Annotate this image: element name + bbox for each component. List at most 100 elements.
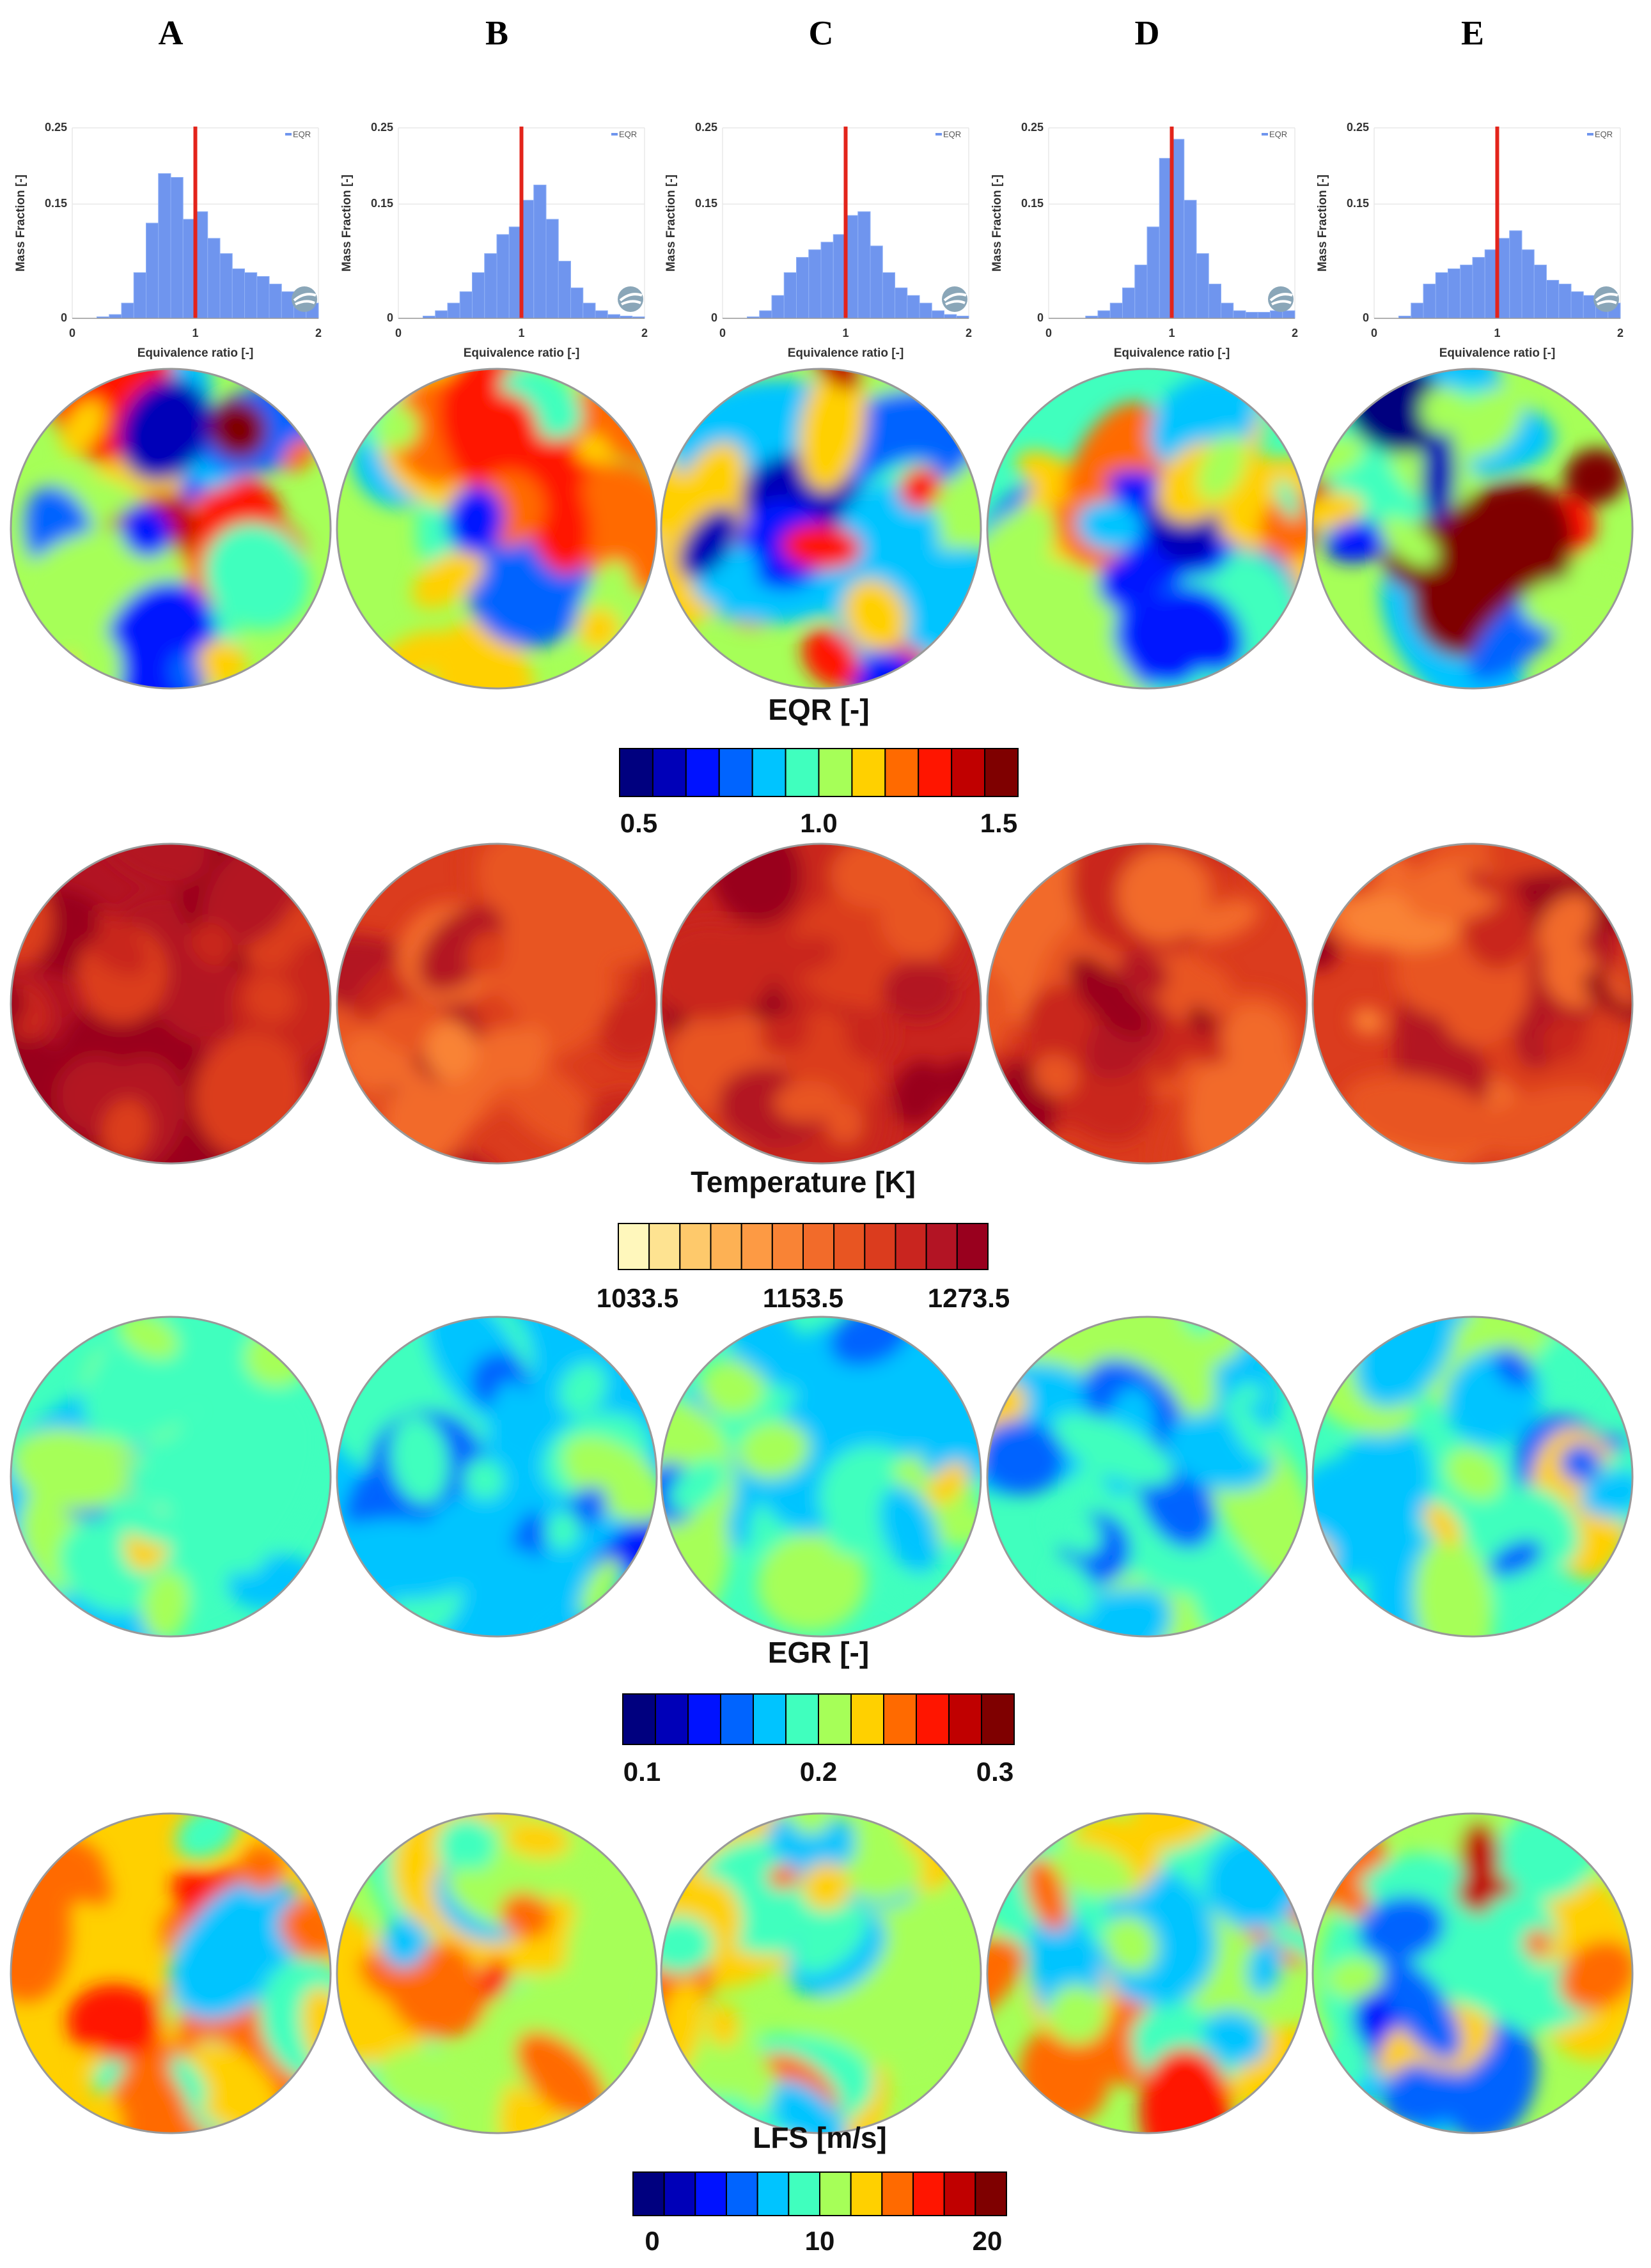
colorbar-swatch <box>726 2171 758 2216</box>
colorbar-tick-label: 0.5 <box>620 808 657 838</box>
colorbar-title: EQR [-] <box>768 693 869 726</box>
bar <box>1221 302 1234 319</box>
map-region <box>669 1458 726 1512</box>
legend-swatch <box>1587 133 1593 136</box>
map-region <box>54 892 100 943</box>
map-region <box>1324 520 1391 563</box>
bar <box>1097 310 1111 319</box>
y-axis-label: Mass Fraction [-] <box>14 175 27 272</box>
bar <box>808 249 822 319</box>
colorbar-swatch <box>925 1223 958 1270</box>
logo <box>618 286 643 312</box>
map-region <box>1354 1317 1456 1408</box>
colorbar-swatch <box>740 1223 773 1270</box>
map-region <box>794 1904 868 1974</box>
x-tick-label: 2 <box>1617 327 1624 339</box>
map-outline <box>336 368 658 690</box>
bar <box>219 253 233 319</box>
colorbar-swatch <box>851 748 886 797</box>
map-region <box>1440 945 1530 1046</box>
legend-label: EQR <box>619 129 637 139</box>
map-region <box>205 523 310 630</box>
logo-mark <box>1269 293 1293 306</box>
colorbar-swatch <box>948 1693 982 1745</box>
map-region <box>1420 386 1469 434</box>
bar <box>1570 291 1584 319</box>
x-tick-label: 0 <box>395 327 402 339</box>
bar <box>1257 311 1271 319</box>
y-tick-label: 0.15 <box>1021 197 1044 210</box>
map-region <box>1358 1896 1444 1961</box>
map-region <box>661 921 773 1020</box>
map-region <box>1464 869 1519 899</box>
map-region <box>437 1816 497 1874</box>
x-axis-label: Equivalence ratio [-] <box>788 346 904 360</box>
map-region <box>480 1957 510 2000</box>
map-field <box>661 1814 972 2133</box>
contour-map <box>987 1814 1307 2133</box>
map-region <box>419 1943 468 1992</box>
map-region <box>1052 1413 1175 1486</box>
bar <box>820 242 834 319</box>
bar <box>207 238 221 319</box>
map-field <box>661 369 981 688</box>
x-tick-label: 1 <box>192 327 198 339</box>
x-tick-label: 2 <box>1292 327 1298 339</box>
map-field <box>987 373 1307 688</box>
colorbar-tick-label: 0 <box>645 2226 659 2256</box>
colorbar-tick-label: 1153.5 <box>763 1283 843 1313</box>
bar <box>931 310 944 319</box>
colorbar-swatch <box>918 748 953 797</box>
map-region <box>61 400 105 455</box>
map-region <box>82 844 210 887</box>
y-tick-label: 0 <box>387 311 393 324</box>
map-region <box>768 2079 848 2133</box>
bar <box>1208 283 1221 319</box>
map-region <box>899 467 941 509</box>
column-label: A <box>159 13 184 52</box>
histogram: 0 0.15 0.25 0 1 2 EQR Equivalence ratio [-] Mass… <box>990 121 1298 360</box>
map-region <box>390 1415 450 1504</box>
y-tick-label: 0.25 <box>45 121 67 134</box>
colorbar-tick-label: 10 <box>805 2226 835 2256</box>
colorbar-swatch <box>951 748 986 797</box>
map-region <box>1275 478 1300 520</box>
bar <box>1460 265 1473 319</box>
colorbar-swatch <box>618 1223 650 1270</box>
map-region <box>1196 433 1247 502</box>
map-region <box>1118 951 1168 995</box>
map-field <box>661 844 981 1163</box>
bar <box>146 222 159 319</box>
map-region <box>1423 1502 1463 1546</box>
map-region <box>801 1862 850 1911</box>
map-outline <box>336 1812 658 2134</box>
map-outline <box>986 1812 1308 2134</box>
bar <box>472 272 485 319</box>
y-tick-label: 0.15 <box>371 197 393 210</box>
map-region <box>119 378 211 481</box>
colorbar-swatch <box>956 1223 989 1270</box>
map-region <box>1232 1408 1274 1462</box>
bar <box>231 268 245 319</box>
map-region <box>1161 586 1244 672</box>
map-field <box>987 1317 1307 1636</box>
map-region <box>67 1984 163 2060</box>
bar <box>1546 279 1560 319</box>
x-tick-label: 1 <box>1168 327 1175 339</box>
bar <box>1109 302 1123 319</box>
map-region <box>1489 1540 1543 1576</box>
map-outline <box>336 843 658 1165</box>
colorbar-swatch <box>785 748 820 797</box>
map-region <box>169 2055 208 2104</box>
map-region <box>1177 1317 1246 1366</box>
y-tick-label: 0 <box>1037 311 1044 324</box>
colorbar-title: Temperature [K] <box>691 1165 916 1199</box>
map-region <box>245 1452 288 1484</box>
map-field <box>1313 1814 1632 2133</box>
legend-swatch <box>935 133 942 136</box>
map-region <box>1139 2047 1232 2133</box>
map-outline <box>660 843 982 1165</box>
y-axis-label: Mass Fraction [-] <box>990 175 1004 272</box>
bar <box>484 253 497 319</box>
